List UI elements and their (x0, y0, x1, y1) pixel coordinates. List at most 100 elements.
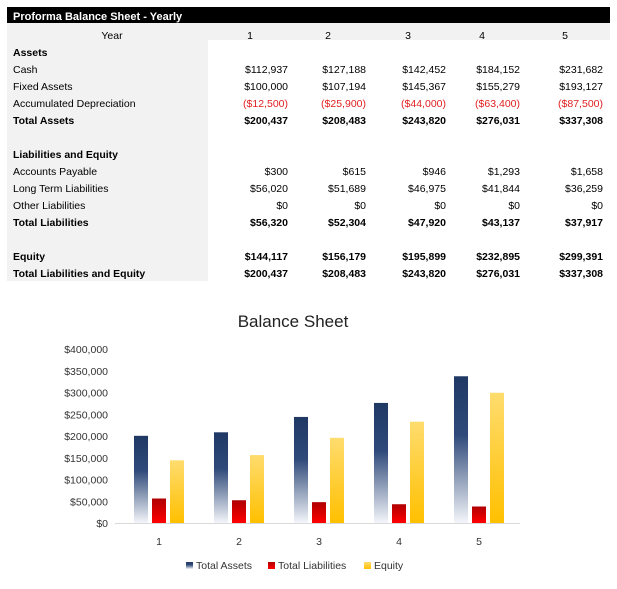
row-label: Accounts Payable (13, 166, 98, 178)
year-row (7, 23, 610, 40)
row-label: Long Term Liabilities (13, 183, 109, 195)
cell-value: $100,000 (244, 81, 288, 93)
bar-total-liabilities (392, 504, 406, 523)
cell-value: ($12,500) (243, 98, 288, 110)
cell-value: $0 (591, 200, 603, 212)
cell-value: $56,020 (250, 183, 288, 195)
x-tick-label: 4 (396, 536, 402, 548)
table-row: Liabilities and Equity (7, 147, 610, 164)
cell-value: ($25,900) (321, 98, 366, 110)
cell-value: $36,259 (565, 183, 603, 195)
cell-value: $142,452 (402, 64, 446, 76)
year-header-row: Year 1 2 3 4 5 (7, 28, 610, 45)
label-column (7, 23, 208, 281)
y-tick-label: $50,000 (70, 496, 108, 508)
cell-value: $200,437 (244, 268, 288, 280)
legend-label: Total Assets (196, 560, 252, 572)
cell-value: $1,658 (570, 166, 603, 178)
cell-value: $276,031 (476, 268, 520, 280)
row-label: Total Liabilities and Equity (13, 268, 146, 280)
chart-title: Balance Sheet (238, 312, 349, 331)
y-tick-label: $300,000 (64, 388, 108, 400)
y-tick-label: $400,000 (64, 344, 108, 356)
cell-value: $193,127 (559, 81, 603, 93)
cell-value: $195,899 (402, 251, 446, 263)
cell-value: ($63,400) (475, 98, 520, 110)
bar-equity (490, 392, 504, 523)
cell-value: $145,367 (402, 81, 446, 93)
bar-total-assets (294, 416, 308, 523)
year-header: 3 (405, 30, 411, 42)
balance-sheet-table: Proforma Balance Sheet - Yearly Year 1 2 3 4… (7, 7, 610, 281)
bar-equity (330, 437, 344, 523)
table-row: Cash $112,937 $127,188 $142,452 $184,152 $231… (7, 62, 610, 79)
cell-value: $299,391 (559, 251, 603, 263)
cell-value: $127,188 (322, 64, 366, 76)
bar-total-liabilities (152, 498, 166, 523)
x-tick-label: 3 (316, 536, 322, 548)
cell-value: $200,437 (244, 115, 288, 127)
row-label: Total Assets (13, 115, 75, 127)
cell-value: $46,975 (408, 183, 446, 195)
cell-value: ($44,000) (401, 98, 446, 110)
cell-value: $243,820 (402, 268, 446, 280)
legend-label: Equity (374, 560, 404, 572)
table-row: Total Liabilities $56,320 $52,304 $47,920 $4… (7, 215, 610, 232)
table-row: Accumulated Depreciation ($12,500) ($25,90… (7, 96, 610, 113)
bar-equity (170, 460, 184, 523)
table-row (7, 232, 610, 249)
cell-value: $337,308 (559, 268, 603, 280)
row-label: Accumulated Depreciation (13, 98, 136, 110)
table-row: Fixed Assets $100,000 $107,194 $145,367 $155… (7, 79, 610, 96)
cell-value: $37,917 (565, 217, 603, 229)
cell-value: $300 (264, 166, 288, 178)
x-tick-label: 5 (476, 536, 482, 548)
cell-value: $615 (342, 166, 366, 178)
cell-value: $144,117 (244, 251, 288, 263)
table-row: Long Term Liabilities $56,020 $51,689 $46,9… (7, 181, 610, 198)
bar-total-assets (454, 376, 468, 523)
cell-value: $56,320 (250, 217, 288, 229)
cell-value: $208,483 (322, 268, 366, 280)
row-label: Cash (13, 64, 38, 76)
cell-value: $0 (276, 200, 288, 212)
legend-swatch (364, 562, 371, 569)
cell-value: $337,308 (559, 115, 603, 127)
table-row: Other Liabilities $0 $0 $0 $0 $0 (7, 198, 610, 215)
cell-value: $243,820 (402, 115, 446, 127)
bar-total-assets (214, 432, 228, 523)
legend-label: Total Liabilities (278, 560, 346, 572)
x-tick-label: 2 (236, 536, 242, 548)
cell-value: $112,937 (244, 64, 288, 76)
table-row: Accounts Payable $300 $615 $946 $1,293 $1,658 (7, 164, 610, 181)
row-label: Fixed Assets (13, 81, 73, 93)
row-label: Equity (13, 251, 46, 263)
table-row (7, 130, 610, 147)
cell-value: $47,920 (408, 217, 446, 229)
legend-swatch (268, 562, 275, 569)
year-header: 5 (562, 30, 568, 42)
cell-value: $156,179 (322, 251, 366, 263)
row-label: Total Liabilities (13, 217, 89, 229)
bar-total-assets (134, 435, 148, 523)
y-tick-label: $100,000 (64, 475, 108, 487)
cell-value: $51,689 (328, 183, 366, 195)
cell-value: $946 (422, 166, 446, 178)
y-tick-label: $250,000 (64, 409, 108, 421)
cell-value: $0 (508, 200, 520, 212)
cell-value: $43,137 (482, 217, 520, 229)
cell-value: $208,483 (322, 115, 366, 127)
bar-total-assets (374, 402, 388, 523)
cell-value: $276,031 (476, 115, 520, 127)
y-tick-label: $0 (96, 518, 108, 530)
y-tick-label: $150,000 (64, 453, 108, 465)
bar-total-liabilities (312, 502, 326, 523)
bar-equity (250, 455, 264, 523)
cell-value: $41,844 (482, 183, 520, 195)
legend-swatch (186, 562, 193, 569)
year-header: 4 (479, 30, 485, 42)
cell-value: $184,152 (476, 64, 520, 76)
cell-value: $0 (354, 200, 366, 212)
bar-total-liabilities (472, 506, 486, 523)
table-row: Total Liabilities and Equity $200,437 $208… (7, 266, 610, 283)
